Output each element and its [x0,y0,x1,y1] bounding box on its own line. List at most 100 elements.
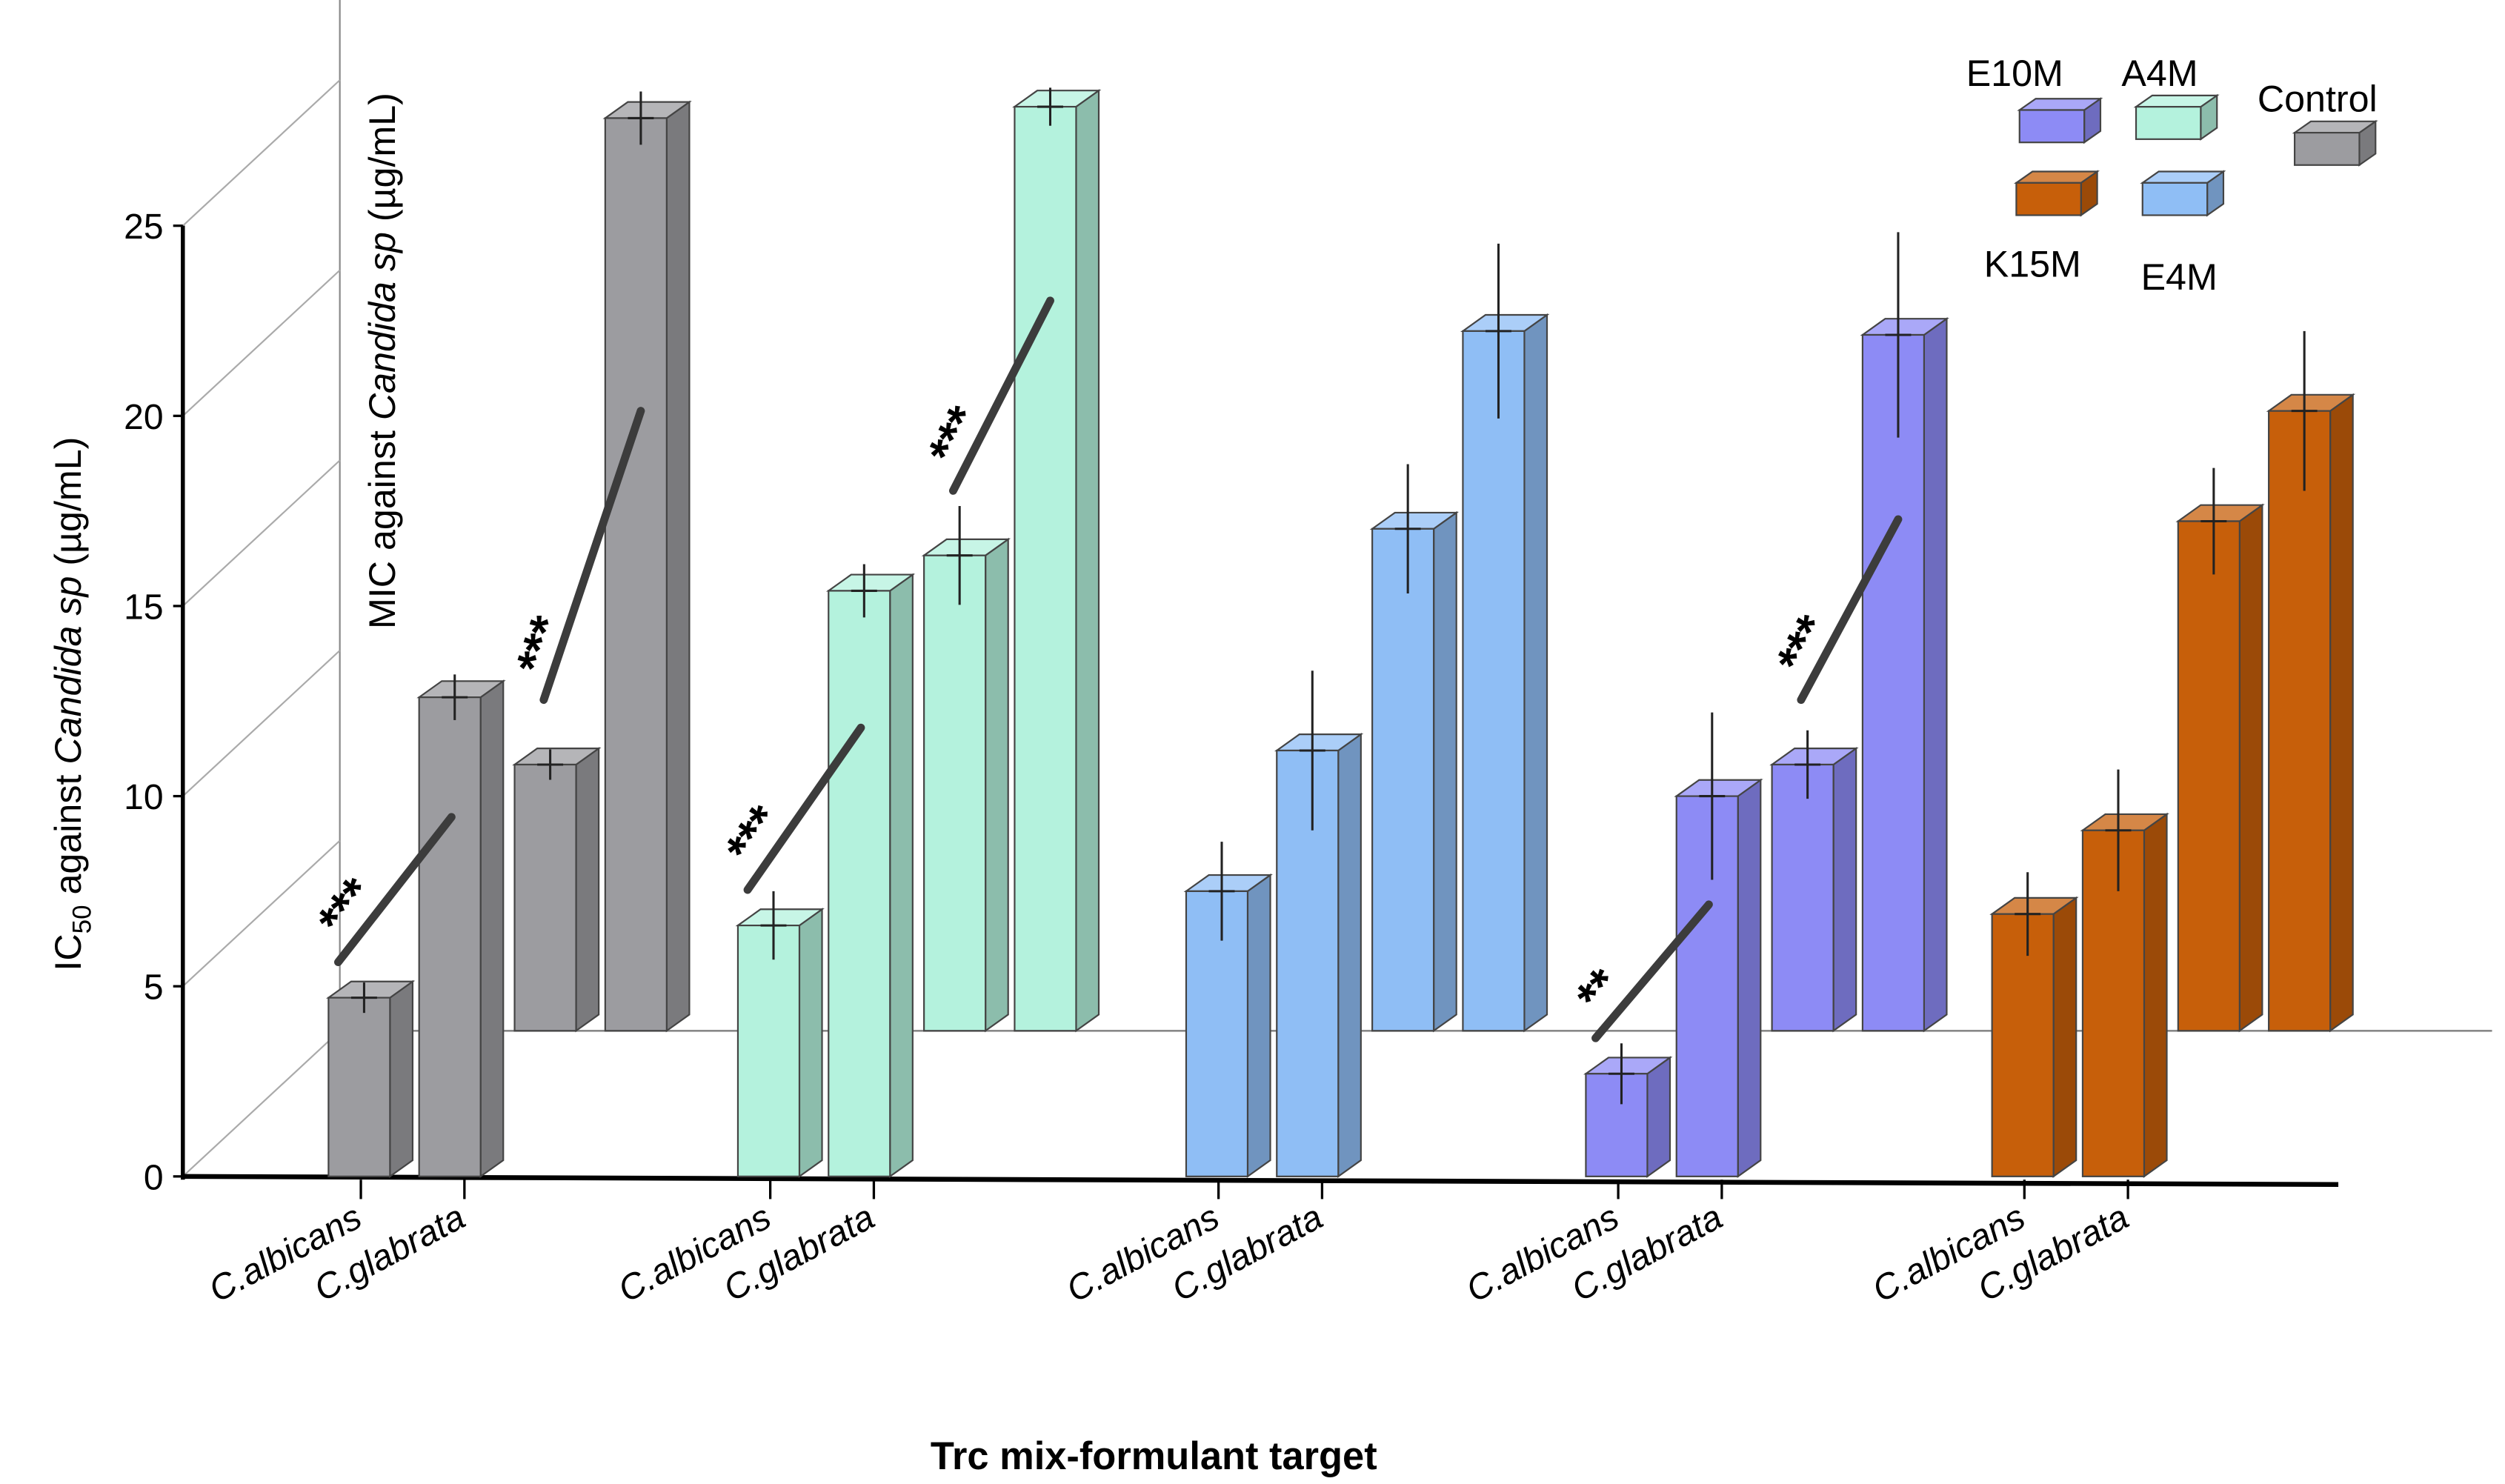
significance-label: *** [505,609,575,680]
y-axis-title-part: (µg/mL) [362,93,403,232]
mic-bar [1369,464,1460,1033]
bar-side [1075,89,1100,1033]
bar-front [1771,763,1834,1032]
y-tick-label: 5 [144,968,164,1008]
mic-bar [1860,232,1949,1033]
y-tick-label: 20 [124,398,163,437]
y-tick-label: 0 [144,1158,164,1197]
bar-front [2268,410,2332,1032]
x-axis-line [182,1174,2339,1188]
y-axis-title-part: against [47,765,89,905]
mic-bar [602,91,692,1033]
bar-front [327,996,391,1177]
bar-front [1185,890,1249,1177]
bar-side [1737,778,1762,1178]
bar-side [1832,747,1857,1033]
legend-label: A4M [2121,53,2198,94]
y-tick-label: 25 [124,207,163,247]
bar-front [1276,749,1340,1177]
legend-item: E10M [1966,53,2103,144]
ic50-bar [416,674,506,1178]
bar-front [923,554,987,1032]
bar-front [1585,1073,1649,1177]
mic-bar [2175,468,2265,1033]
legend-label: E4M [2141,256,2218,298]
bar-front [1861,333,1925,1032]
bar-side [2052,896,2077,1178]
legend-item: K15M [1984,170,2100,285]
y-axis-title-part: (µg/mL) [47,437,89,576]
bar-front [513,763,577,1032]
bar-side [2143,812,2168,1178]
legend-item: E4M [2140,170,2226,298]
significance-label: *** [1766,606,1840,682]
mic-bar [1460,243,1550,1033]
legend-swatch [2141,182,2209,216]
legend-swatch [2015,182,2082,216]
ic50-bar [2080,769,2169,1178]
bar-side [2329,393,2354,1033]
grid-diagonal [182,79,341,227]
mic-bar [1012,87,1102,1033]
legend-item: A4M [2121,53,2220,141]
grid-diagonal [182,459,341,607]
bar-front [1462,330,1526,1032]
bar-side [1433,510,1457,1033]
bar-side [1246,873,1271,1178]
grid-diagonal [182,269,341,417]
chart-legend: E10M A4M Control K15M E4M [1966,53,2378,298]
ic50-bar [325,979,416,1178]
y-axis-title-back: MIC against Candida sp (µg/mL) [362,93,403,629]
bar-front [418,696,482,1177]
bar-front [1014,105,1077,1032]
chart-axes [173,224,2339,1199]
significance-line [743,723,865,894]
mic-bar [1769,730,1859,1033]
y-axis-title-part: IC [47,934,89,971]
bar-side [2238,503,2263,1033]
significance-line [1591,900,1713,1042]
bar-front [604,117,668,1032]
bar-front [2177,520,2240,1032]
grid-diagonal [182,839,341,988]
bar-side [1646,1056,1671,1178]
legend-swatch [2018,109,2086,144]
bar-side [798,908,823,1178]
significance-line [1797,515,1903,705]
significance-line [539,407,645,705]
bar-side [985,537,1009,1033]
legend-swatch [2293,132,2361,166]
significance-label: *** [715,796,792,874]
mic-bar [2266,330,2356,1033]
mic-bar [512,747,602,1033]
legend-swatch [2135,106,2202,140]
y-axis-title-part: Candida sp [362,232,403,420]
bar-front [1991,913,2055,1177]
y-tick-label: 15 [124,588,163,627]
significance-label: *** [307,868,385,946]
bar-side [665,100,691,1033]
x-axis-title: Trc mix-formulant target [931,1435,1377,1478]
bar-side [479,679,505,1178]
bar-front [736,924,801,1177]
ic50-bar [1183,842,1273,1178]
ic50-bar [1674,712,1763,1178]
bar-front [828,590,891,1177]
y-axis-title-part: Candida sp [47,576,89,765]
bar-side [575,747,600,1033]
y-axis-title-part: 50 [67,905,96,934]
y-tick-label: 10 [124,778,163,817]
chart-bars [325,87,2356,1178]
bar-side [1923,317,1948,1033]
y-axis-title-front: IC50 against Candida sp (µg/mL) [47,437,96,971]
legend-item: Control [2258,79,2378,167]
bar-side [889,573,914,1178]
bar-front [2081,829,2146,1177]
mic-bar [921,505,1011,1033]
significance-label: *** [917,397,991,473]
ic50-bar [1583,1043,1673,1178]
ic50-bar [735,891,825,1178]
significance-line [334,813,456,967]
legend-label: E10M [1966,53,2063,94]
